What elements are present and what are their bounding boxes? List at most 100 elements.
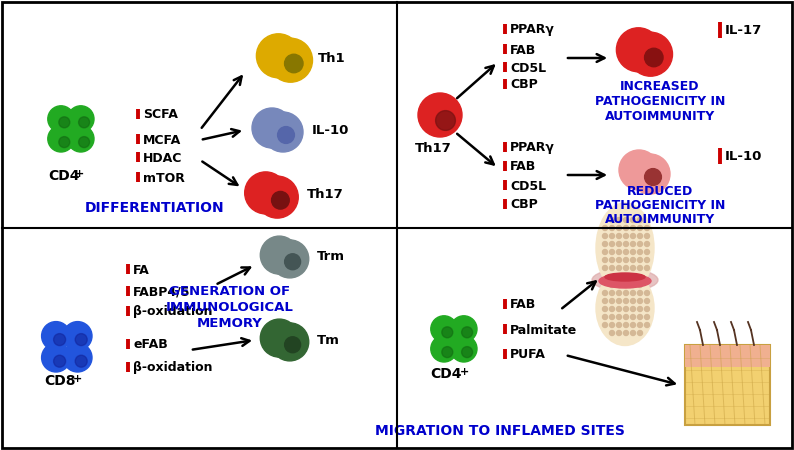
Circle shape xyxy=(603,234,607,239)
Circle shape xyxy=(645,291,649,296)
Text: IL-10: IL-10 xyxy=(725,149,762,162)
Circle shape xyxy=(619,150,659,190)
Circle shape xyxy=(630,283,635,288)
Circle shape xyxy=(630,306,635,311)
Circle shape xyxy=(630,225,635,230)
Circle shape xyxy=(603,266,607,270)
Circle shape xyxy=(638,283,642,288)
Circle shape xyxy=(645,48,663,67)
Circle shape xyxy=(451,316,477,342)
Circle shape xyxy=(41,322,71,351)
Circle shape xyxy=(610,217,615,222)
Circle shape xyxy=(616,298,622,303)
Circle shape xyxy=(638,306,642,311)
Text: PPARγ: PPARγ xyxy=(510,23,555,36)
Circle shape xyxy=(278,126,295,144)
Circle shape xyxy=(610,283,615,288)
Circle shape xyxy=(638,315,642,319)
Text: PATHOGENICITY IN: PATHOGENICITY IN xyxy=(595,199,725,212)
Circle shape xyxy=(645,249,649,255)
Text: Palmitate: Palmitate xyxy=(510,324,577,337)
Circle shape xyxy=(629,32,673,76)
Circle shape xyxy=(616,291,622,296)
Circle shape xyxy=(67,126,94,152)
Circle shape xyxy=(616,225,622,230)
Circle shape xyxy=(610,234,615,239)
Text: GENERATION OF: GENERATION OF xyxy=(169,285,291,298)
Text: FAB: FAB xyxy=(510,44,536,57)
Circle shape xyxy=(623,291,629,296)
Circle shape xyxy=(645,298,649,303)
Circle shape xyxy=(271,323,309,361)
Circle shape xyxy=(436,111,456,130)
Circle shape xyxy=(610,323,615,328)
Circle shape xyxy=(64,343,92,372)
Circle shape xyxy=(638,242,642,247)
Circle shape xyxy=(623,234,629,239)
Circle shape xyxy=(638,225,642,230)
Circle shape xyxy=(79,137,90,148)
Circle shape xyxy=(630,257,635,262)
Circle shape xyxy=(630,315,635,319)
Circle shape xyxy=(616,306,622,311)
Ellipse shape xyxy=(605,273,645,281)
Circle shape xyxy=(603,242,607,247)
Text: FAB: FAB xyxy=(510,161,536,174)
Circle shape xyxy=(610,242,615,247)
Circle shape xyxy=(623,257,629,262)
Circle shape xyxy=(630,291,635,296)
Circle shape xyxy=(623,242,629,247)
Text: PPARγ: PPARγ xyxy=(510,141,555,154)
Circle shape xyxy=(630,298,635,303)
Circle shape xyxy=(451,336,477,362)
Circle shape xyxy=(645,257,649,262)
Circle shape xyxy=(616,217,622,222)
Text: +: + xyxy=(75,169,84,179)
Text: Th17: Th17 xyxy=(415,141,452,154)
Circle shape xyxy=(638,234,642,239)
Text: β-oxidation: β-oxidation xyxy=(133,306,213,319)
Text: eFAB: eFAB xyxy=(133,338,168,351)
Circle shape xyxy=(616,330,622,336)
Circle shape xyxy=(616,28,661,72)
Text: CD4: CD4 xyxy=(48,169,79,183)
Circle shape xyxy=(603,315,607,319)
FancyBboxPatch shape xyxy=(685,345,770,367)
Circle shape xyxy=(638,323,642,328)
Circle shape xyxy=(75,333,87,346)
Circle shape xyxy=(623,323,629,328)
Circle shape xyxy=(610,266,615,270)
Text: FABP4/5: FABP4/5 xyxy=(133,285,191,298)
Circle shape xyxy=(59,137,70,148)
Circle shape xyxy=(284,337,301,353)
Text: Th17: Th17 xyxy=(307,189,344,202)
Circle shape xyxy=(252,108,292,148)
Circle shape xyxy=(623,225,629,230)
Circle shape xyxy=(603,225,607,230)
Circle shape xyxy=(610,225,615,230)
Circle shape xyxy=(461,346,472,358)
Circle shape xyxy=(645,169,661,185)
Circle shape xyxy=(638,291,642,296)
Circle shape xyxy=(271,240,309,278)
Circle shape xyxy=(638,298,642,303)
Text: Trm: Trm xyxy=(317,251,345,264)
Circle shape xyxy=(645,234,649,239)
Circle shape xyxy=(54,355,66,367)
Circle shape xyxy=(284,54,303,73)
Text: CD5L: CD5L xyxy=(510,180,546,193)
Circle shape xyxy=(603,298,607,303)
Text: β-oxidation: β-oxidation xyxy=(133,361,213,374)
Circle shape xyxy=(630,242,635,247)
Circle shape xyxy=(645,242,649,247)
Ellipse shape xyxy=(592,269,658,291)
Circle shape xyxy=(610,306,615,311)
Ellipse shape xyxy=(596,270,654,346)
Circle shape xyxy=(441,327,453,338)
Circle shape xyxy=(616,266,622,270)
Circle shape xyxy=(603,291,607,296)
Text: FA: FA xyxy=(133,264,150,276)
Circle shape xyxy=(431,316,457,342)
Circle shape xyxy=(638,266,642,270)
Circle shape xyxy=(630,330,635,336)
